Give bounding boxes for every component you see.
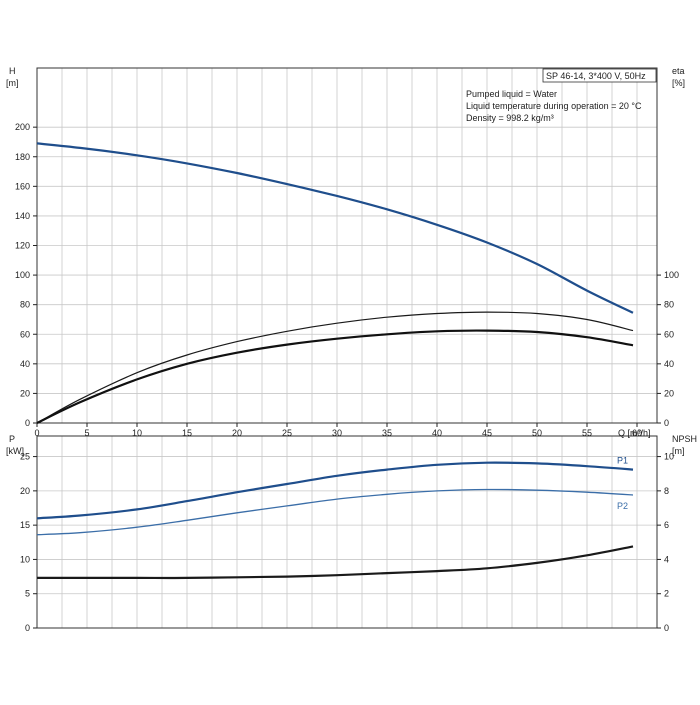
top-series-line-1 <box>36 311 634 424</box>
top-left-tick-label: 160 <box>15 181 30 191</box>
top-left-tick-label: 100 <box>15 270 30 280</box>
top-right-tick-label: 40 <box>664 359 674 369</box>
bottom-left-tick-label: 20 <box>20 486 30 496</box>
bottom-right-axis-unit: [m] <box>672 446 685 456</box>
bottom-right-tick-label: 0 <box>664 623 669 633</box>
bottom-left-tick-label: 0 <box>25 623 30 633</box>
top-right-axis-unit: [%] <box>672 78 685 88</box>
info-line: Density = 998.2 kg/m³ <box>466 113 554 123</box>
x-tick-label: 15 <box>182 428 192 438</box>
bottom-series-line-2 <box>36 545 634 580</box>
x-tick-label: 20 <box>232 428 242 438</box>
x-tick-label: 50 <box>532 428 542 438</box>
top-left-tick-label: 200 <box>15 122 30 132</box>
bottom-left-tick-label: 5 <box>25 589 30 599</box>
x-axis-label: Q [m³/h] <box>618 428 651 438</box>
top-right-axis-label: eta <box>672 66 685 76</box>
info-line: Liquid temperature during operation = 20… <box>466 101 642 111</box>
title-box <box>542 68 657 83</box>
top-left-tick-label: 60 <box>20 329 30 339</box>
top-right-tick-label: 60 <box>664 329 674 339</box>
top-left-axis-unit: [m] <box>6 78 19 88</box>
bottom-right-tick-label: 8 <box>664 486 669 496</box>
bottom-series-label-p1: P1 <box>617 456 628 466</box>
top-left-tick-label: 20 <box>20 388 30 398</box>
bottom-right-axis-label: NPSH <box>672 434 697 444</box>
info-line: Pumped liquid = Water <box>466 89 557 99</box>
bottom-frame <box>36 435 658 629</box>
top-series-line-0 <box>36 142 634 314</box>
top-right-tick-label: 0 <box>664 418 669 428</box>
top-series-line-2 <box>36 329 634 424</box>
bottom-left-tick-label: 25 <box>20 452 30 462</box>
x-tick-label: 40 <box>432 428 442 438</box>
top-right-tick-label: 100 <box>664 270 679 280</box>
top-left-tick-label: 80 <box>20 300 30 310</box>
x-tick-label: 25 <box>282 428 292 438</box>
top-left-tick-label: 140 <box>15 211 30 221</box>
x-tick-label: 10 <box>132 428 142 438</box>
bottom-left-axis-unit: [kW] <box>6 446 24 456</box>
x-tick-label: 35 <box>382 428 392 438</box>
bottom-right-tick-label: 6 <box>664 520 669 530</box>
top-right-tick-label: 80 <box>664 300 674 310</box>
top-left-tick-label: 180 <box>15 152 30 162</box>
bottom-right-tick-label: 10 <box>664 452 674 462</box>
top-left-tick-label: 120 <box>15 241 30 251</box>
x-tick-label: 30 <box>332 428 342 438</box>
chart-title: SP 46-14, 3*400 V, 50Hz <box>546 71 646 81</box>
top-left-axis-label: H <box>9 66 16 76</box>
bottom-left-tick-label: 10 <box>20 554 30 564</box>
x-tick-label: 60 <box>632 428 642 438</box>
bottom-series-label-p2: P2 <box>617 501 628 511</box>
bottom-left-axis-label: P <box>9 434 15 444</box>
top-left-tick-label: 40 <box>20 359 30 369</box>
top-right-tick-label: 20 <box>664 388 674 398</box>
bottom-series-line-p1 <box>36 461 634 520</box>
bottom-right-tick-label: 4 <box>664 554 669 564</box>
bottom-series-line-p2 <box>36 488 634 536</box>
bottom-left-tick-label: 15 <box>20 520 30 530</box>
x-tick-label: 45 <box>482 428 492 438</box>
x-tick-label: 5 <box>84 428 89 438</box>
x-tick-label: 0 <box>34 428 39 438</box>
x-tick-label: 55 <box>582 428 592 438</box>
bottom-right-tick-label: 2 <box>664 589 669 599</box>
top-left-tick-label: 0 <box>25 418 30 428</box>
